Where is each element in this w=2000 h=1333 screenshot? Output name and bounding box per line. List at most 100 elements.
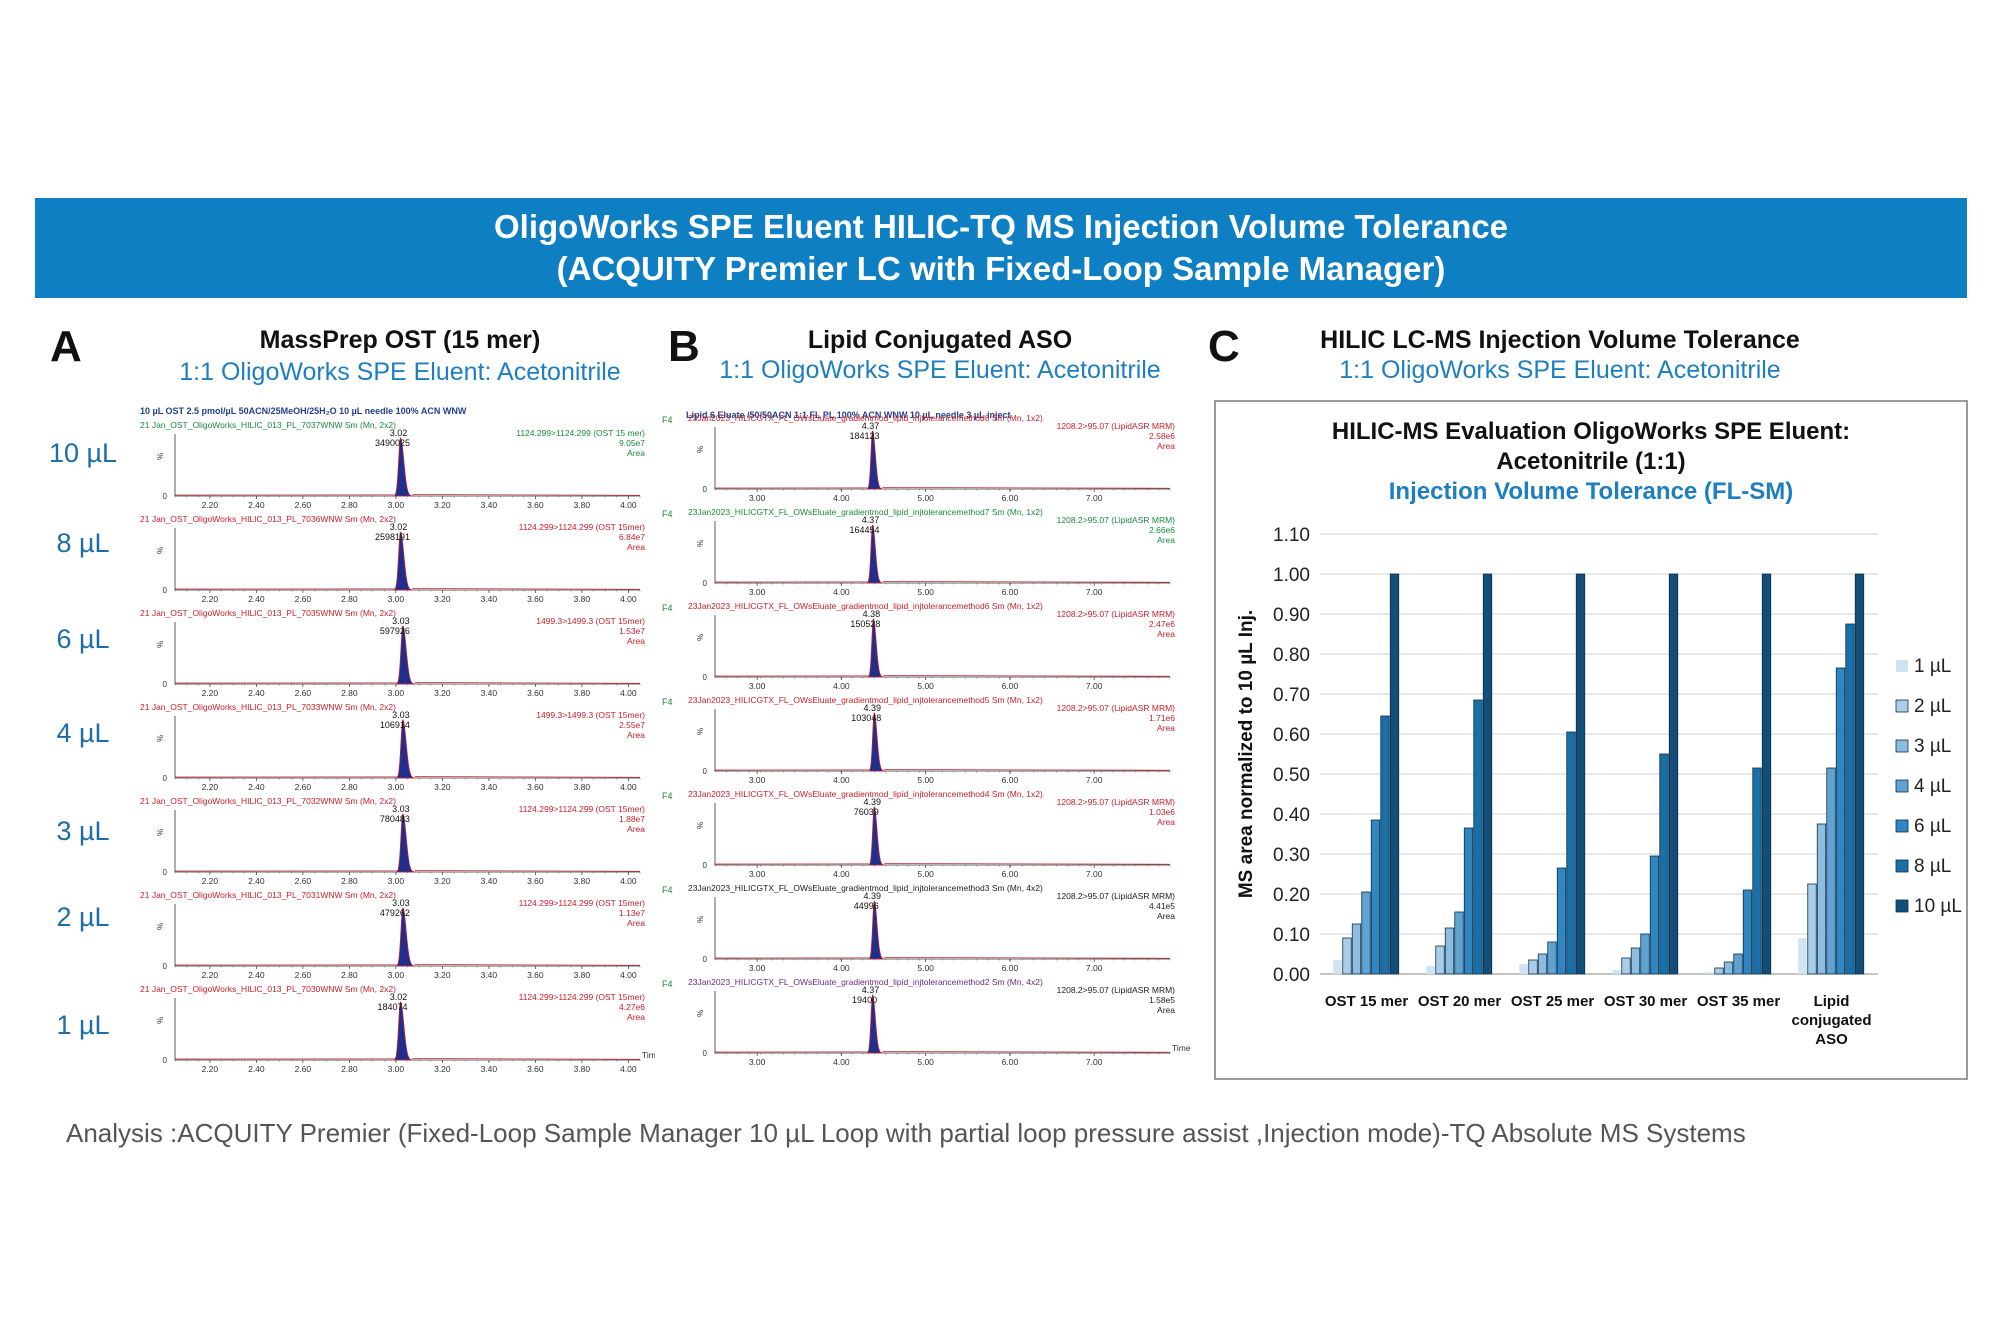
- bar: [1389, 573, 1400, 975]
- x-tick-label: 4.00: [833, 1057, 850, 1067]
- x-tick-label: 4.00: [833, 493, 850, 503]
- trace-header: 21 Jan_OST_OligoWorks_HILIC_013_PL_7031W…: [140, 890, 396, 900]
- chart-title-line1: HILIC-MS Evaluation OligoWorks SPE Eluen…: [1331, 418, 1851, 445]
- legend-swatch: [1895, 819, 1909, 833]
- intensity-value: 1.88e7: [619, 814, 645, 824]
- function-label: F4: [662, 979, 673, 989]
- chromatogram-peak: [868, 806, 885, 866]
- x-tick-label: 2.20: [202, 970, 219, 980]
- y-tick-label: 0: [703, 955, 708, 964]
- x-tick-label: 3.80: [574, 594, 591, 604]
- x-tick-label: 3.80: [574, 876, 591, 886]
- panel-a-subtitle: 1:1 OligoWorks SPE Eluent: Acetonitrile: [179, 358, 621, 386]
- x-tick-label: 3.00: [749, 493, 766, 503]
- x-tick-label: 2.80: [341, 500, 358, 510]
- retention-time-label: 4.37: [862, 515, 880, 525]
- bar: [1444, 927, 1455, 975]
- retention-time-label: 4.39: [863, 797, 881, 807]
- y-tick-label: 0: [703, 861, 708, 870]
- volume-label: 6 µL: [56, 624, 110, 654]
- chromatogram-peak: [868, 618, 884, 678]
- chromatogram-baseline: [714, 769, 1171, 771]
- x-tick-label: 3.60: [527, 970, 544, 980]
- x-category-label: OST 35 mer: [1697, 993, 1781, 1010]
- chromatogram-trace: 21 Jan_OST_OligoWorks_HILIC_013_PL_7033W…: [140, 702, 645, 792]
- bar: [1333, 960, 1342, 974]
- x-tick-label: 3.20: [434, 594, 451, 604]
- chromatogram-peak: [396, 907, 416, 967]
- panel-c-title: HILIC LC-MS Injection Volume Tolerance: [1320, 326, 1800, 354]
- retention-time-label: 4.38: [863, 609, 881, 619]
- area-label: Area: [1157, 629, 1175, 639]
- bar: [1463, 827, 1474, 975]
- bar: [1723, 961, 1734, 975]
- bar-chart-frame: HILIC-MS Evaluation OligoWorks SPE Eluen…: [1214, 400, 1968, 1080]
- chromatogram-peak: [394, 1001, 413, 1061]
- volume-label: 1 µL: [56, 1010, 110, 1040]
- bar: [1454, 911, 1464, 975]
- chromatogram-trace: 21 Jan_OST_OligoWorks_HILIC_013_PL_7036W…: [140, 514, 645, 604]
- volume-label: 2 µL: [56, 902, 110, 932]
- peak-area-value: 164454: [850, 525, 880, 535]
- y-tick-label: 0: [163, 680, 168, 689]
- chromatogram-trace: 21 Jan_OST_OligoWorks_HILIC_013_PL_7035W…: [140, 608, 645, 698]
- intensity-value: 2.55e7: [619, 720, 645, 730]
- volume-label: 10 µL: [48, 438, 118, 468]
- x-tick-label: 2.60: [295, 688, 312, 698]
- trace-header: 21 Jan_OST_OligoWorks_HILIC_013_PL_7035W…: [140, 608, 396, 618]
- peak-area-value: 2598191: [375, 532, 410, 542]
- bar: [1473, 699, 1483, 975]
- legend-swatch: [1895, 699, 1909, 713]
- x-tick-label: 3.00: [749, 869, 766, 879]
- function-label: F4: [662, 697, 673, 707]
- x-tick-label: 3.00: [749, 1057, 766, 1067]
- chromatogram-trace: 23Jan2023_HILICGTX_FL_OWsEluate_gradient…: [662, 789, 1175, 879]
- bar: [1826, 767, 1836, 975]
- bar-chart: 0.00 0.10 0.20 0.30 0.40 0.50 0.60 0.70 0.80 0.90…: [1236, 525, 1962, 1048]
- y-tick-label: 0: [163, 586, 168, 595]
- x-tick-label: 3.20: [434, 688, 451, 698]
- legend-swatch: [1895, 859, 1909, 873]
- area-label: Area: [1157, 817, 1175, 827]
- bar: [1435, 945, 1445, 975]
- x-category-label: ASO: [1815, 1031, 1848, 1048]
- y-tick-label: 0: [163, 868, 168, 877]
- x-tick-label: 2.40: [248, 594, 265, 604]
- mrm-transition: 1208.2>95.07 (LipidASR MRM): [1057, 609, 1176, 619]
- area-label: Area: [1157, 441, 1175, 451]
- y-tick-label: 0.00: [1273, 965, 1310, 986]
- chromatogram-peak: [867, 430, 883, 490]
- x-tick-label: 4.00: [620, 876, 637, 886]
- x-tick-label: 3.20: [434, 1064, 451, 1074]
- x-tick-label: 2.40: [248, 500, 265, 510]
- retention-time-label: 4.37: [862, 985, 880, 995]
- intensity-value: 6.84e7: [619, 532, 645, 542]
- y-axis-label: %: [696, 634, 705, 641]
- chromatogram-trace: 23Jan2023_HILICGTX_FL_OWsEluate_gradient…: [662, 883, 1175, 973]
- x-tick-label: 2.60: [295, 594, 312, 604]
- x-tick-label: 3.80: [574, 970, 591, 980]
- chromatogram-peak: [396, 813, 416, 873]
- chromatogram-trace: 21 Jan_OST_OligoWorks_HILIC_013_PL_7032W…: [140, 796, 645, 886]
- chromatogram-baseline: [174, 870, 641, 872]
- trace-header: 21 Jan_OST_OligoWorks_HILIC_013_PL_7037W…: [140, 420, 396, 430]
- trace-header: 23Jan2023_HILICGTX_FL_OWsEluate_gradient…: [688, 695, 1043, 705]
- x-tick-label: 2.80: [341, 594, 358, 604]
- analysis-footnote: Analysis :ACQUITY Premier (Fixed-Loop Sa…: [66, 1118, 1746, 1148]
- panel-a-chromatograms: 21 Jan_OST_OligoWorks_HILIC_013_PL_7037W…: [140, 420, 655, 1074]
- x-tick-label: 3.60: [527, 1064, 544, 1074]
- y-tick-label: 0: [703, 579, 708, 588]
- y-tick-label: 0: [703, 1049, 708, 1058]
- bar: [1612, 970, 1621, 974]
- mrm-transition: 1208.2>95.07 (LipidASR MRM): [1057, 421, 1176, 431]
- y-axis-label: %: [156, 453, 165, 460]
- mrm-transition: 1208.2>95.07 (LipidASR MRM): [1057, 515, 1176, 525]
- x-tick-label: 5.00: [917, 775, 934, 785]
- x-tick-label: 4.00: [833, 869, 850, 879]
- peak-area-value: 106914: [380, 720, 410, 730]
- intensity-value: 2.47e6: [1149, 619, 1175, 629]
- peak-area-value: 150528: [850, 619, 880, 629]
- y-tick-label: 0: [703, 485, 708, 494]
- peak-area-value: 597926: [380, 626, 410, 636]
- retention-time-label: 3.02: [390, 428, 408, 438]
